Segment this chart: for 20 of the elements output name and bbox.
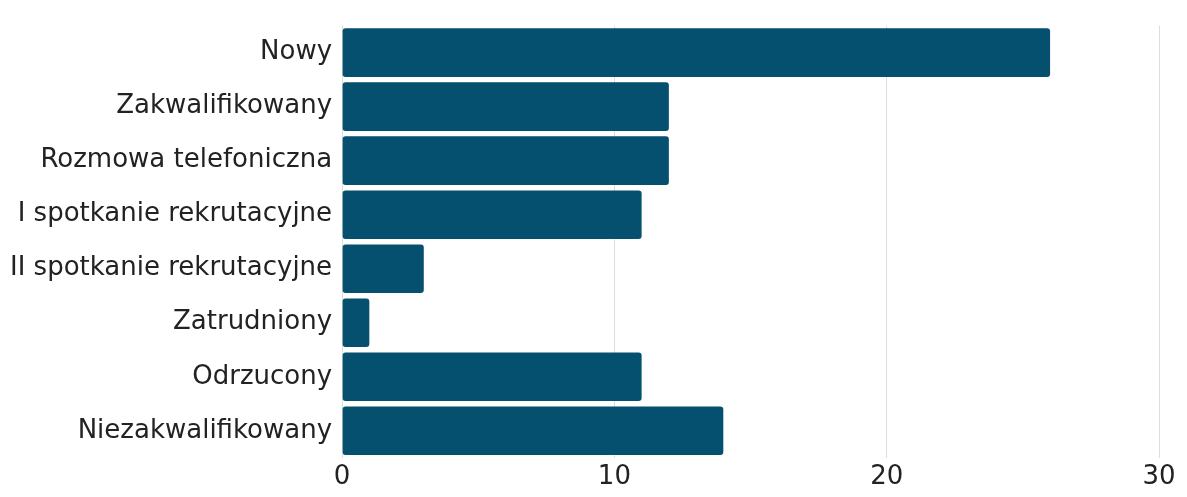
y-tick-label: I spotkanie rekrutacyjne <box>17 197 333 228</box>
y-tick-label: Zatrudniony <box>173 305 333 336</box>
bar <box>342 190 642 239</box>
x-tick-label: 20 <box>870 460 904 491</box>
bar <box>342 298 370 348</box>
y-tick-label: Rozmowa telefoniczna <box>40 143 333 174</box>
x-tick-label: 30 <box>1142 460 1176 491</box>
bar <box>342 244 424 294</box>
bar <box>342 352 642 402</box>
y-tick-label: Odrzucony <box>192 359 333 390</box>
bar <box>342 28 1051 77</box>
y-tick-label: II spotkanie rekrutacyjne <box>10 251 333 282</box>
x-tick-label: 0 <box>333 460 351 491</box>
bar <box>342 82 669 131</box>
y-tick-label: Nowy <box>260 35 333 66</box>
bar <box>342 406 724 456</box>
bar <box>342 136 669 185</box>
x-tick-label: 10 <box>597 460 631 491</box>
y-tick-label: Zakwalifikowany <box>116 89 333 120</box>
y-tick-label: Niezakwalifikowany <box>77 413 333 444</box>
